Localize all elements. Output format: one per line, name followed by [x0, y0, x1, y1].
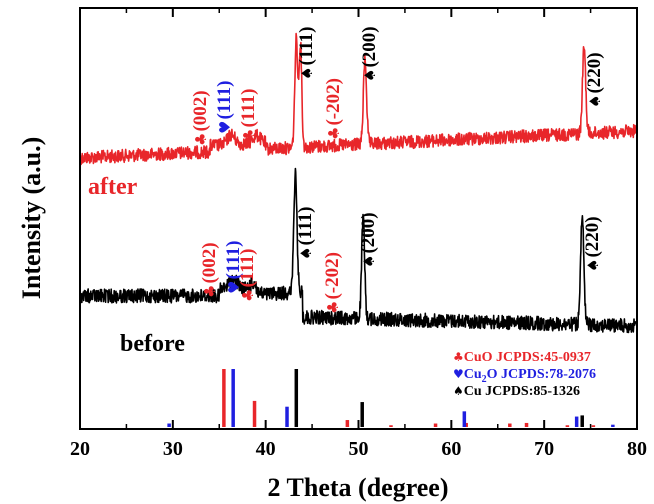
legend-text: Cu: [464, 367, 482, 382]
peak-label: ♠ (220): [582, 216, 603, 272]
peak-label: ♣ (-202): [322, 252, 343, 314]
legend-symbol: ♥: [453, 367, 464, 381]
phase-symbol: ♠: [586, 95, 604, 108]
phase-symbol: ♣: [325, 127, 343, 140]
phase-symbol: ♣: [192, 133, 210, 146]
x-axis-title: 2 Theta (degree): [268, 473, 449, 502]
hkl-index: (111): [223, 240, 244, 279]
legend-symbol: ♣: [453, 350, 464, 364]
phase-symbol: ♠: [297, 247, 315, 260]
phase-symbol: ♠: [360, 255, 378, 268]
legend-text: CuO JCPDS:45-0937: [464, 350, 591, 365]
series-line-after: [79, 32, 638, 166]
legend-symbol: ♠: [453, 384, 464, 398]
series-label-after: after: [88, 174, 138, 200]
peak-label: ♥ (111): [214, 80, 235, 134]
hkl-index: (111): [237, 248, 258, 287]
peak-label: ♠ (200): [358, 212, 379, 268]
x-tick-label: 40: [256, 438, 276, 460]
peak-label: ♣ (-202): [323, 78, 344, 140]
x-tick-label: 70: [534, 438, 554, 460]
hkl-index: (111): [214, 80, 235, 119]
x-tick-label: 20: [70, 438, 90, 460]
peak-label: ♣ (111): [237, 248, 258, 302]
phase-symbol: ♠: [298, 67, 316, 80]
reference-sticks: [167, 369, 615, 427]
peak-label: ♣ (111): [238, 88, 259, 142]
legend: ♣CuO JCPDS:45-0937♥Cu2O JCPDS:78-2076♠Cu…: [453, 350, 596, 399]
peak-label: ♥ (111): [223, 240, 244, 294]
series-line-before: [79, 167, 638, 334]
phase-symbol: ♠: [584, 259, 602, 272]
x-tick-label: 60: [441, 438, 461, 460]
peak-label: ♠ (220): [584, 52, 605, 108]
series-layer: [79, 32, 638, 334]
peak-label: ♣ (002): [190, 90, 211, 146]
hkl-index: (111): [238, 88, 259, 127]
hkl-index: (111): [295, 206, 316, 245]
hkl-index: (200): [358, 212, 379, 253]
phase-symbol: ♣: [201, 285, 219, 298]
phase-symbol: ♥: [225, 281, 243, 294]
hkl-index: (200): [359, 26, 380, 67]
legend-subscript: 2: [482, 374, 487, 385]
phase-symbol: ♣: [239, 289, 257, 302]
legend-text: Cu JCPDS:85-1326: [464, 384, 580, 399]
series-label-before: before: [120, 331, 185, 357]
legend-text: O JCPDS:78-2076: [487, 367, 596, 382]
hkl-index: (111): [296, 26, 317, 65]
peak-label: ♠ (111): [295, 206, 316, 260]
peak-label: ♠ (111): [296, 26, 317, 80]
hkl-index: (-202): [323, 78, 344, 125]
x-axis-ticks: 20 30 40 50 60 70 80: [70, 8, 647, 460]
hkl-index: (-202): [322, 252, 343, 299]
hkl-index: (002): [199, 242, 220, 283]
legend-entry: ♣CuO JCPDS:45-0937: [453, 350, 591, 365]
phase-symbol: ♣: [324, 301, 342, 314]
legend-entry: ♥Cu2O JCPDS:78-2076: [453, 367, 596, 385]
y-axis-title: Intensity (a.u.): [17, 137, 46, 300]
peak-label: ♠ (200): [359, 26, 380, 82]
x-tick-label: 30: [163, 438, 183, 460]
phase-symbol: ♣: [240, 129, 258, 142]
phase-symbol: ♠: [361, 69, 379, 82]
x-tick-label: 80: [627, 438, 647, 460]
hkl-index: (220): [582, 216, 603, 257]
peak-label: ♣ (002): [199, 242, 220, 298]
hkl-index: (002): [190, 90, 211, 131]
phase-symbol: ♥: [216, 121, 234, 134]
hkl-index: (220): [584, 52, 605, 93]
legend-entry: ♠Cu JCPDS:85-1326: [453, 384, 580, 399]
x-tick-label: 50: [349, 438, 369, 460]
